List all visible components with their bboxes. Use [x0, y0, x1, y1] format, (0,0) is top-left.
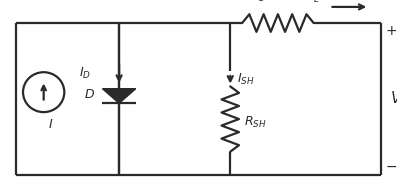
Text: $I_{SH}$: $I_{SH}$	[237, 72, 255, 87]
Text: $I_L$: $I_L$	[310, 0, 320, 5]
Text: $R_S$: $R_S$	[250, 0, 266, 4]
Text: $-$: $-$	[385, 159, 397, 173]
Polygon shape	[102, 89, 136, 103]
Text: $D$: $D$	[84, 88, 95, 101]
Text: $I$: $I$	[48, 118, 54, 131]
Text: $R_{SH}$: $R_{SH}$	[244, 115, 267, 130]
Text: $+$: $+$	[385, 25, 397, 38]
Text: $V_L$: $V_L$	[390, 89, 397, 108]
Text: $I_D$: $I_D$	[79, 66, 91, 81]
